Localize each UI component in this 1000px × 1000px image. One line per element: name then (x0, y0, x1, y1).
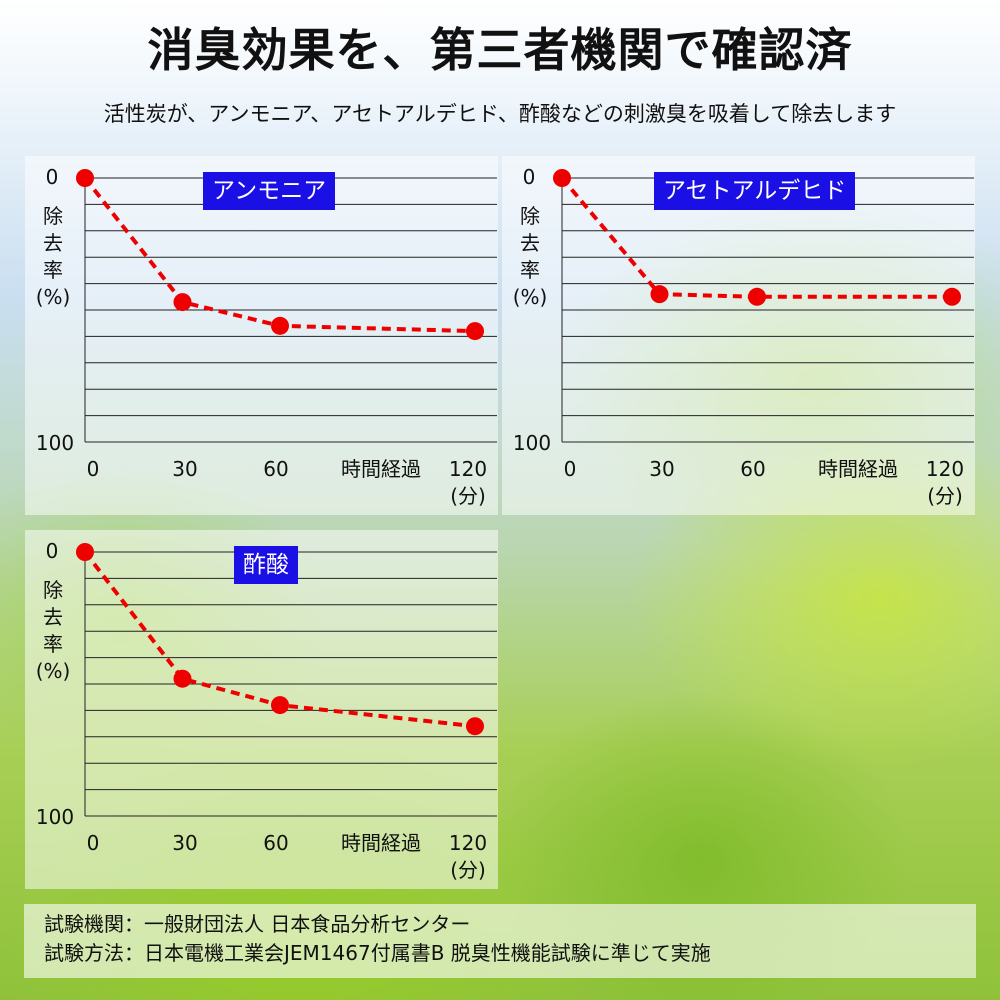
y-axis-label-char: 除 (43, 204, 63, 228)
data-point (553, 169, 571, 187)
test-method: 試験方法：日本電機工業会JEM1467付属書B 脱臭性機能試験に準じて実施 (44, 941, 711, 965)
data-point (466, 322, 484, 341)
y-axis-label-char: 去 (43, 605, 63, 629)
data-point (173, 669, 192, 688)
y-tick-label: 100 (36, 805, 74, 829)
y-axis-label-char: 去 (43, 231, 63, 255)
y-tick-label: 0 (523, 165, 536, 189)
data-point (173, 293, 192, 312)
x-tick-label: 60 (263, 457, 288, 481)
ammonia-chart: 0 100 除去率 (%) 0 30 60 120 時間経過 (分) (36, 165, 497, 508)
x-axis-unit: (分) (927, 484, 963, 508)
chart-panel-ammonia: 0 100 除去率 (%) 0 30 60 120 時間経過 (分) アンモニア (25, 156, 498, 515)
x-tick-label: 60 (263, 831, 288, 855)
series-line (83, 550, 476, 729)
x-tick-label: 0 (564, 457, 577, 481)
page-subtitle: 活性炭が、アンモニア、アセトアルデヒド、酢酸などの刺激臭を吸着して除去します (103, 102, 897, 126)
x-axis-label: 時間経過 (341, 831, 421, 855)
x-tick-label: 120 (449, 457, 487, 481)
x-axis-label: 時間経過 (341, 457, 421, 481)
y-axis-label-char: 率 (43, 632, 63, 656)
data-point (271, 696, 289, 715)
y-axis-label-char: 除 (43, 578, 63, 602)
y-axis-label-char: 去 (520, 231, 540, 255)
acetaldehyde-chart: 0 100 除去率 (%) 0 30 60 120 時間経過 (分) (513, 165, 974, 508)
data-point (650, 285, 669, 304)
data-point (748, 287, 766, 306)
test-info-box: 試験機関：一般財団法人 日本食品分析センター 試験方法：日本電機工業会JEM14… (24, 904, 976, 978)
data-point (76, 543, 94, 561)
y-axis-label-char: 率 (520, 258, 540, 282)
data-point (271, 316, 289, 335)
x-tick-label: 60 (740, 457, 765, 481)
x-axis-unit: (分) (450, 858, 486, 882)
y-axis-label-char: 率 (43, 258, 63, 282)
data-point (466, 717, 484, 736)
y-tick-label: 100 (36, 431, 74, 455)
acetic-acid-chart: 0 100 除去率 (%) 0 30 60 120 時間経過 (分) (36, 539, 497, 882)
series-line (83, 176, 476, 334)
x-tick-label: 30 (649, 457, 674, 481)
data-point (943, 287, 961, 306)
y-tick-label: 100 (513, 431, 551, 455)
chart-panel-acetaldehyde: 0 100 除去率 (%) 0 30 60 120 時間経過 (分) アセトアルデヒド (502, 156, 975, 515)
x-tick-label: 30 (172, 457, 197, 481)
x-tick-label: 0 (87, 831, 100, 855)
y-axis-unit: (%) (513, 285, 548, 309)
data-point (76, 169, 94, 187)
y-axis-unit: (%) (36, 285, 71, 309)
x-tick-label: 30 (172, 831, 197, 855)
chart-title: アセトアルデヒド (654, 172, 856, 210)
test-organization: 試験機関：一般財団法人 日本食品分析センター (44, 912, 471, 936)
x-tick-label: 0 (87, 457, 100, 481)
y-axis-label-char: 除 (520, 204, 540, 228)
y-tick-label: 0 (46, 539, 59, 563)
series-line (560, 176, 952, 299)
chart-title: アンモニア (203, 172, 336, 210)
x-axis-label: 時間経過 (818, 457, 898, 481)
y-tick-label: 0 (46, 165, 59, 189)
x-tick-label: 120 (926, 457, 964, 481)
chart-panel-acetic-acid: 0 100 除去率 (%) 0 30 60 120 時間経過 (分) 酢酸 (25, 530, 498, 889)
x-axis-unit: (分) (450, 484, 486, 508)
chart-title: 酢酸 (234, 546, 298, 584)
x-tick-label: 120 (449, 831, 487, 855)
page-title: 消臭効果を、第三者機関で確認済 (147, 23, 853, 77)
y-axis-unit: (%) (36, 659, 71, 683)
